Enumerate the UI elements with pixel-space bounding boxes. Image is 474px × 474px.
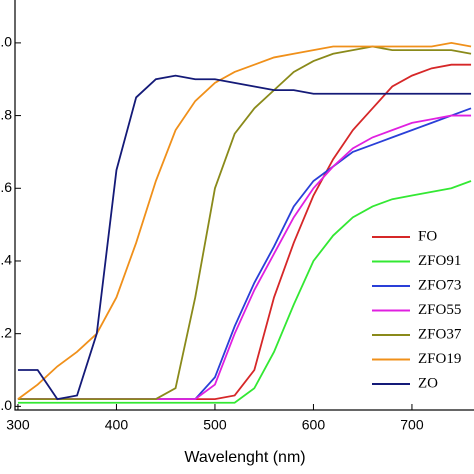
y-tick-label: 0.6: [0, 179, 12, 195]
series-line: [17, 107, 472, 400]
legend-label: ZFO73: [418, 277, 461, 293]
y-tick-label: 1.0: [0, 34, 12, 50]
x-axis-label: Wavelenght (nm): [184, 449, 305, 466]
series-line: [17, 74, 472, 401]
y-tick-label: 0.4: [0, 252, 12, 268]
x-tick-label: 500: [203, 417, 227, 433]
x-tick-label: 400: [105, 417, 129, 433]
plot-frame: [14, 0, 474, 411]
legend-label: ZO: [418, 375, 438, 391]
series-line: [17, 114, 472, 400]
legend-label: ZFO55: [418, 302, 461, 318]
series-line: [17, 45, 472, 400]
series-line: [17, 63, 472, 400]
y-tick-label: 0.2: [0, 324, 12, 340]
x-tick-label: 300: [6, 417, 30, 433]
series-line: [17, 180, 472, 404]
y-tick-label: 0.8: [0, 106, 12, 122]
legend-label: ZFO19: [418, 351, 461, 367]
x-tick-label: 600: [302, 417, 326, 433]
legend-label: ZFO91: [418, 253, 461, 269]
legend-label: FO: [418, 228, 437, 244]
series-line: [17, 41, 472, 400]
y-tick-label: 0.0: [0, 397, 12, 413]
legend-label: ZFO37: [418, 326, 462, 342]
x-tick-label: 700: [400, 417, 424, 433]
